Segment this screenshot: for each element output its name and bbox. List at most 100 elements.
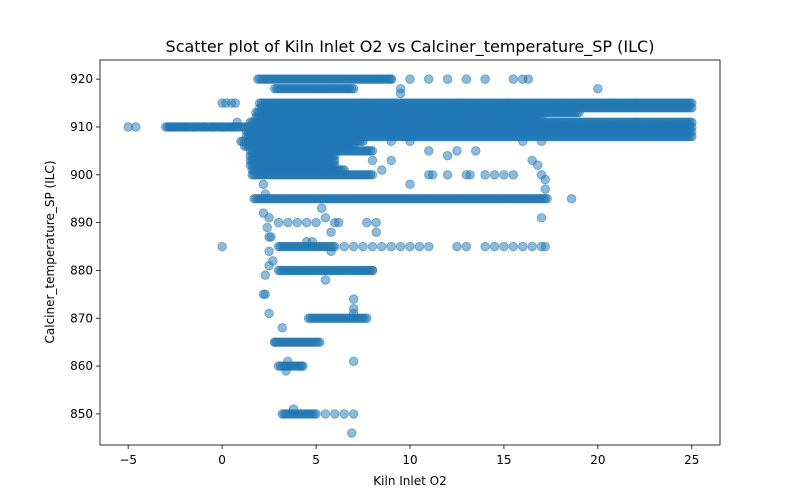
- data-point: [461, 241, 472, 252]
- data-point: [386, 241, 396, 252]
- data-point: [281, 366, 291, 376]
- data-point: [198, 122, 209, 132]
- data-point: [461, 74, 472, 84]
- x-tick-label: 25: [684, 453, 699, 467]
- data-point: [371, 227, 381, 237]
- data-point: [377, 165, 387, 175]
- data-point: [508, 241, 519, 252]
- data-point: [367, 241, 378, 252]
- band-point: [362, 313, 372, 323]
- data-point: [424, 241, 434, 252]
- data-point: [288, 404, 299, 414]
- y-axis-label: Calciner_temperature_SP (ILC): [43, 161, 57, 344]
- y-tick-label: 900: [70, 168, 93, 182]
- data-point: [499, 241, 509, 252]
- data-point: [540, 174, 550, 185]
- data-point: [480, 74, 490, 84]
- data-point: [427, 170, 438, 180]
- data-point: [283, 217, 293, 228]
- x-axis-label: Kiln Inlet O2: [373, 474, 446, 488]
- data-point: [307, 237, 318, 247]
- data-point: [348, 308, 359, 319]
- data-point: [301, 217, 312, 228]
- data-point: [367, 265, 378, 276]
- band-point: [687, 131, 697, 142]
- data-point: [311, 217, 321, 228]
- data-point: [465, 170, 475, 180]
- data-point: [386, 74, 396, 84]
- data-point: [320, 409, 331, 419]
- data-point: [348, 356, 359, 367]
- data-point: [508, 170, 519, 180]
- data-point: [593, 83, 603, 94]
- data-point: [264, 246, 274, 257]
- data-point: [347, 428, 357, 438]
- data-point: [540, 241, 550, 252]
- chart-title: Scatter plot of Kiln Inlet O2 vs Calcine…: [166, 37, 655, 57]
- y-axis: 850 860 870 880 890 900 910 920: [70, 72, 100, 421]
- data-point: [424, 146, 434, 156]
- data-point: [179, 122, 190, 132]
- x-axis: −5 0 5 10 15 20 25: [119, 445, 699, 467]
- data-point: [320, 275, 331, 285]
- band-point: [367, 170, 378, 180]
- data-point: [536, 213, 547, 223]
- data-point: [405, 241, 415, 252]
- data-point: [266, 232, 276, 242]
- y-tick-label: 870: [70, 311, 93, 325]
- data-point: [264, 213, 274, 223]
- data-point: [326, 227, 336, 237]
- x-tick-label: 0: [218, 453, 226, 467]
- y-tick-label: 880: [70, 263, 93, 277]
- x-tick-label: 15: [496, 453, 511, 467]
- data-point: [296, 361, 306, 371]
- data-point: [499, 170, 509, 180]
- data-point: [540, 184, 550, 194]
- data-point: [189, 122, 199, 132]
- data-point: [264, 308, 274, 319]
- data-point: [536, 136, 547, 147]
- data-point: [333, 217, 344, 228]
- x-tick-label: 10: [402, 453, 417, 467]
- data-point: [442, 74, 453, 84]
- data-point: [260, 189, 271, 199]
- data-point: [130, 122, 141, 132]
- band-point: [367, 146, 378, 156]
- x-tick-label: 20: [590, 453, 605, 467]
- data-point: [170, 122, 180, 132]
- data-point: [377, 241, 387, 252]
- data-point: [518, 241, 528, 252]
- data-point: [348, 409, 359, 419]
- band-point: [574, 107, 584, 118]
- data-point: [283, 356, 293, 367]
- data-points: [123, 74, 697, 438]
- x-tick-label: 5: [312, 453, 320, 467]
- data-point: [489, 170, 500, 180]
- data-point: [317, 203, 327, 213]
- y-tick-label: 860: [70, 359, 93, 373]
- data-point: [523, 74, 534, 84]
- data-point: [320, 213, 331, 223]
- data-point: [386, 136, 396, 147]
- data-point: [339, 409, 349, 419]
- band-point: [348, 83, 359, 94]
- data-point: [489, 241, 500, 252]
- data-point: [268, 256, 278, 266]
- data-point: [262, 222, 272, 233]
- data-point: [339, 241, 349, 252]
- band-point: [687, 103, 697, 113]
- data-point: [232, 117, 242, 127]
- data-point: [292, 217, 302, 228]
- data-point: [260, 270, 271, 280]
- x-tick-label: −5: [119, 453, 137, 467]
- data-point: [452, 146, 462, 156]
- data-point: [405, 136, 415, 147]
- data-point: [566, 193, 577, 204]
- data-point: [273, 217, 284, 228]
- data-point: [405, 179, 415, 190]
- data-point: [442, 170, 453, 180]
- data-point: [442, 150, 453, 161]
- data-point: [414, 241, 425, 252]
- data-point: [367, 155, 378, 166]
